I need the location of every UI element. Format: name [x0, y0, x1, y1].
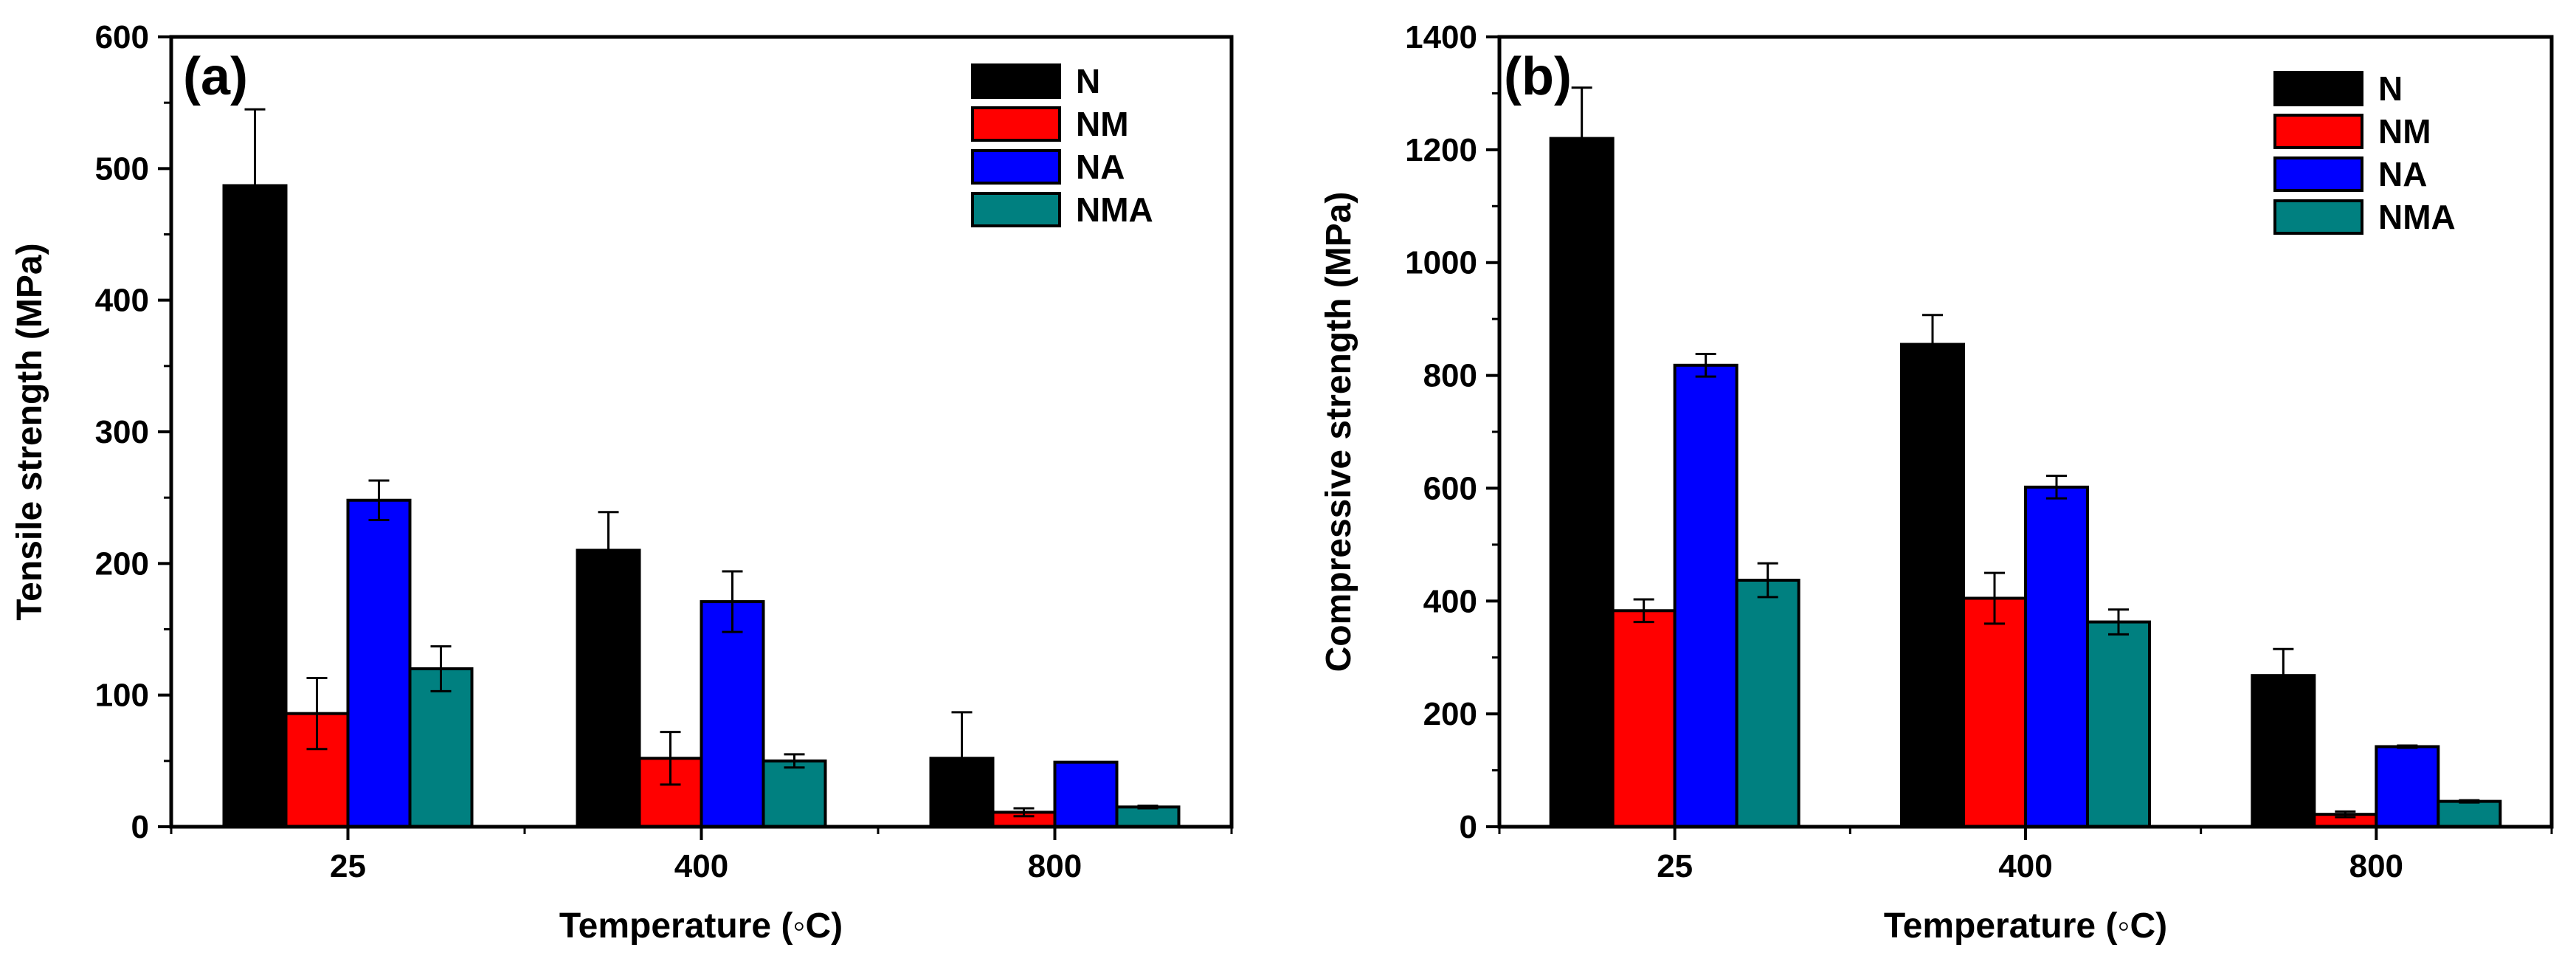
- error-bar-na-800: [2397, 744, 2418, 749]
- error-bar-n-400: [1922, 314, 1943, 375]
- error-bar-na-400: [2046, 475, 2067, 500]
- y-tick-label-400: 400: [1423, 583, 1477, 619]
- bar-n-400: [576, 548, 641, 828]
- bar-nm-400: [1962, 596, 2027, 828]
- bar-n-25: [222, 184, 288, 828]
- error-bar-nm-800: [1013, 807, 1035, 818]
- panel-a-y-ticks: 0 100 200 300 400 500 600: [95, 19, 171, 845]
- error-bar-n-25: [1571, 86, 1592, 190]
- panel-a-x-axis-title: Temperature (◦C): [559, 906, 843, 946]
- error-bar-nma-25: [430, 645, 452, 692]
- legend-label-nm: NM: [1076, 105, 1129, 143]
- y-tick-label-1200: 1200: [1405, 132, 1477, 168]
- panel-a-x-ticks: 25 400 800: [170, 827, 1233, 884]
- error-bar-na-25: [1695, 353, 1716, 378]
- legend-swatch-nma: [971, 192, 1061, 227]
- y-tick-label-500: 500: [95, 151, 149, 187]
- error-bar-n-800: [2273, 647, 2294, 703]
- y-tick-label-200: 200: [1423, 696, 1477, 732]
- error-bar-n-25: [244, 108, 266, 264]
- bar-n-25: [1549, 137, 1615, 829]
- y-tick-label-600: 600: [1423, 470, 1477, 506]
- y-tick-label-800: 800: [1423, 358, 1477, 394]
- bar-nm-25: [1611, 609, 1677, 828]
- legend-swatch-na: [971, 149, 1061, 185]
- panel-b-x-ticks: 25 400 800: [1498, 827, 2553, 884]
- legend-label-n: N: [2378, 69, 2403, 108]
- bar-na-800: [1053, 760, 1119, 829]
- legend-swatch-n: [971, 63, 1061, 99]
- legend-swatch-nm: [971, 106, 1061, 142]
- x-tick-label-400: 400: [1998, 848, 2052, 884]
- error-bar-nma-400: [2108, 608, 2129, 636]
- panel-b-y-axis-title: Compressive strength (MPa): [1319, 192, 1358, 672]
- error-bar-nma-800: [1137, 804, 1158, 810]
- error-bar-n-800: [951, 711, 973, 806]
- bar-nma-400: [762, 759, 827, 829]
- panel-b-error-bars: [1571, 86, 2480, 819]
- panel-b: 0 200 400 600 800 1000 1200 1400 25 400 800 (b) T…: [1319, 19, 2554, 946]
- panel-a: 0 100 200 300 400 500 600 25 400 800 (a) Tempera…: [10, 19, 1234, 946]
- panel-a-error-bars: [244, 108, 1158, 818]
- bar-n-400: [1900, 343, 1965, 828]
- error-bar-nm-25: [306, 676, 328, 751]
- bar-na-400: [2024, 485, 2089, 829]
- bar-na-800: [2375, 745, 2440, 829]
- legend-label-na: NA: [2378, 155, 2427, 193]
- legend-swatch-nm: [2273, 114, 2363, 149]
- error-bar-n-400: [598, 511, 619, 590]
- panel-b-label: (b): [1504, 47, 1572, 106]
- bar-na-400: [700, 600, 765, 828]
- bar-na-25: [346, 498, 412, 828]
- bar-nma-800: [1115, 805, 1181, 828]
- legend-label-nma: NMA: [1076, 190, 1153, 229]
- legend-swatch-na: [2273, 156, 2363, 192]
- bar-nma-25: [1735, 579, 1800, 828]
- legend-label-nm: NM: [2378, 112, 2431, 151]
- y-tick-label-1400: 1400: [1405, 19, 1477, 55]
- x-tick-label-800: 800: [1028, 848, 1082, 884]
- error-bar-nm-800: [2335, 810, 2356, 819]
- panel-b-bars: [1549, 137, 2502, 829]
- bar-nma-800: [2437, 799, 2502, 829]
- bar-nma-400: [2086, 620, 2151, 828]
- panel-a-legend: N NM NA NMA: [971, 62, 1153, 229]
- error-bar-nma-800: [2459, 799, 2480, 804]
- legend-label-n: N: [1076, 62, 1100, 100]
- bar-nma-25: [408, 667, 474, 828]
- error-bar-nm-400: [1984, 571, 2005, 625]
- y-tick-label-200: 200: [95, 546, 149, 582]
- error-bar-na-400: [722, 570, 743, 633]
- x-tick-label-800: 800: [2349, 848, 2403, 884]
- legend-swatch-n: [2273, 71, 2363, 106]
- error-bar-na-25: [368, 479, 390, 521]
- y-tick-label-1000: 1000: [1405, 245, 1477, 281]
- legend-label-na: NA: [1076, 148, 1125, 186]
- y-tick-label-0: 0: [131, 809, 149, 845]
- panel-b-legend: N NM NA NMA: [2273, 69, 2456, 236]
- x-tick-label-25: 25: [330, 848, 366, 884]
- error-bar-nma-400: [784, 753, 805, 769]
- panel-a-bars: [222, 184, 1181, 829]
- panel-b-y-ticks: 0 200 400 600 800 1000 1200 1400: [1405, 19, 1499, 845]
- legend-label-nma: NMA: [2378, 198, 2456, 236]
- bar-na-25: [1673, 363, 1738, 829]
- y-tick-label-100: 100: [95, 678, 149, 714]
- y-tick-label-0: 0: [1460, 809, 1477, 845]
- panel-a-label: (a): [183, 47, 248, 106]
- panel-b-x-axis-title: Temperature (◦C): [1884, 906, 2167, 946]
- error-bar-nma-25: [1757, 562, 1778, 599]
- x-tick-label-25: 25: [1657, 848, 1693, 884]
- x-tick-label-400: 400: [674, 848, 728, 884]
- error-bar-nm-25: [1633, 598, 1654, 624]
- error-bar-nm-400: [660, 731, 681, 786]
- y-tick-label-300: 300: [95, 414, 149, 450]
- y-tick-label-400: 400: [95, 283, 149, 319]
- legend-swatch-nma: [2273, 199, 2363, 235]
- y-tick-label-600: 600: [95, 19, 149, 55]
- panel-a-y-axis-title: Tensile strength (MPa): [10, 243, 49, 620]
